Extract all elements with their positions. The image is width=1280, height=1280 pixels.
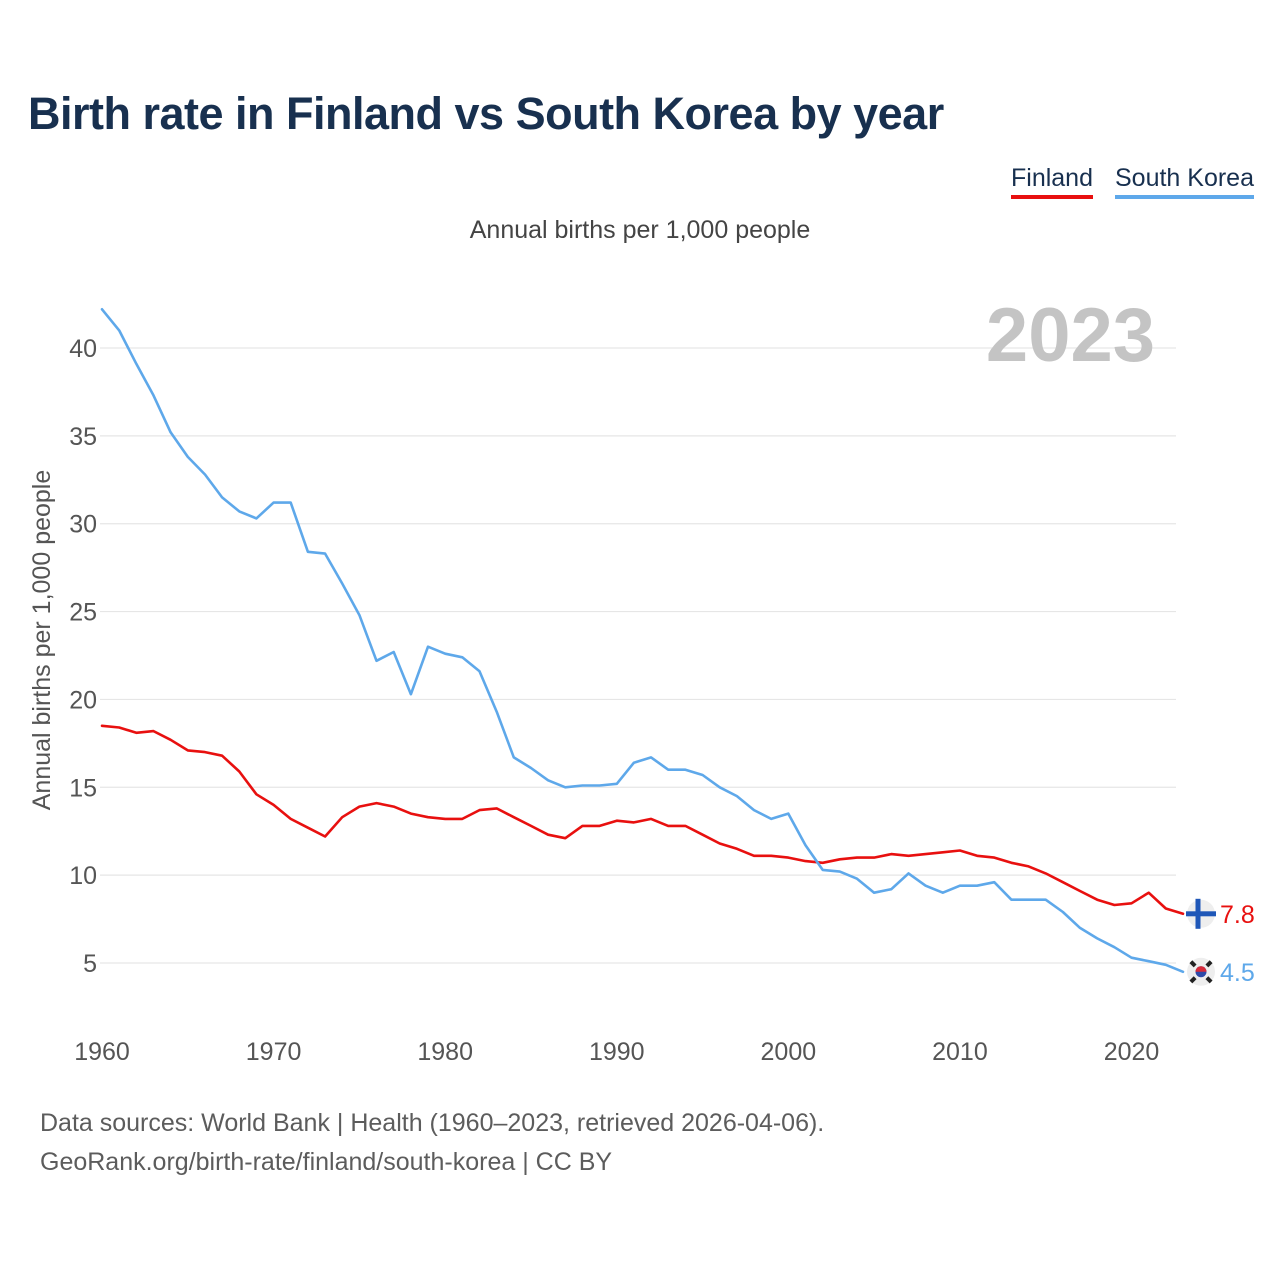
series-line-finland[interactable]: [100, 724, 1185, 916]
chart-title: Birth rate in Finland vs South Korea by …: [28, 88, 944, 139]
source-line-2[interactable]: GeoRank.org/birth-rate/finland/south-kor…: [40, 1148, 613, 1176]
source-note: Data sources: World Bank | Health (1960–…: [40, 1104, 824, 1182]
x-tick-label: 2000: [761, 1038, 817, 1066]
series-endpoints: 7.8 4.5: [1186, 898, 1255, 987]
finland-flag-icon: [1186, 898, 1216, 929]
source-line-1: Data sources: World Bank | Health (1960–…: [40, 1109, 825, 1137]
y-tick-label: 25: [69, 599, 97, 627]
y-tick-label: 40: [69, 335, 97, 363]
y-tick-label: 35: [69, 423, 97, 451]
y-axis-ticks: 5 10 15 20 25 30 35 40: [69, 335, 97, 978]
x-tick-label: 1970: [246, 1038, 302, 1066]
y-tick-label: 20: [69, 686, 97, 714]
x-tick-label: 2010: [932, 1038, 988, 1066]
y-tick-label: 30: [69, 511, 97, 539]
legend: Finland South Korea: [1011, 164, 1254, 199]
x-tick-label: 1960: [74, 1038, 130, 1066]
legend-item-south-korea[interactable]: South Korea: [1115, 164, 1254, 199]
y-axis-label: Annual births per 1,000 people: [28, 470, 56, 811]
x-axis-ticks: 1960 1970 1980 1990 2000 2010 2020: [74, 1038, 1159, 1066]
current-year-label: 2023: [986, 293, 1155, 378]
x-tick-label: 1980: [417, 1038, 473, 1066]
series-lines: [100, 307, 1185, 974]
end-value-label-south-korea: 4.5: [1220, 959, 1255, 987]
legend-item-finland[interactable]: Finland: [1011, 164, 1093, 199]
end-value-label-finland: 7.8: [1220, 901, 1255, 929]
x-tick-label: 2020: [1104, 1038, 1160, 1066]
y-tick-label: 10: [69, 862, 97, 890]
chart-subtitle: Annual births per 1,000 people: [469, 216, 811, 244]
series-line-south-korea[interactable]: [100, 307, 1185, 974]
y-tick-label: 15: [69, 774, 97, 802]
x-tick-label: 1990: [589, 1038, 645, 1066]
y-tick-label: 5: [83, 950, 97, 978]
grid-lines: [100, 347, 1176, 964]
south-korea-flag-icon: [1187, 957, 1215, 986]
